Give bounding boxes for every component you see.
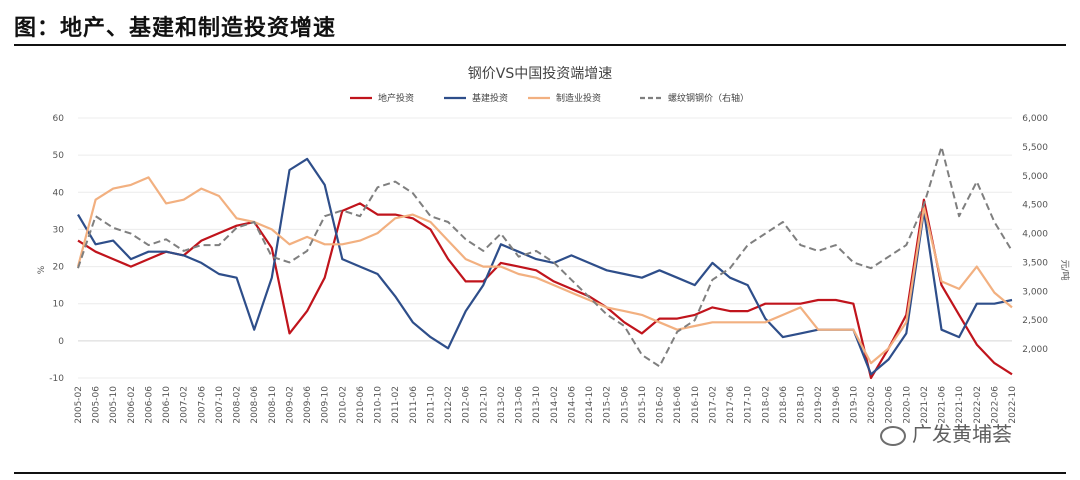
x-tick-label: 2005-02: [74, 386, 84, 424]
series-lines: [76, 145, 1013, 380]
x-tick-label: 2011-10: [426, 386, 436, 424]
x-tick-label: 2008-02: [233, 386, 243, 424]
x-tick-label: 2010-02: [338, 386, 348, 424]
y-left-tick-label: 0: [58, 337, 64, 347]
y-axis-right-label: 元/吨: [1059, 259, 1071, 280]
x-tick-label: 2009-02: [285, 386, 295, 424]
x-tick-label: 2018-02: [761, 386, 771, 424]
x-tick-label: 2013-02: [497, 386, 507, 424]
x-tick-label: 2021-02: [920, 386, 930, 424]
x-tick-label: 2010-06: [356, 386, 366, 424]
y-right-tick-label: 2,000: [1022, 345, 1048, 355]
x-tick-label: 2022-02: [973, 386, 983, 424]
x-tick-label: 2020-02: [867, 386, 877, 424]
series-line-3: [77, 145, 1013, 368]
legend-label: 螺纹钢钢价（右轴）: [668, 92, 749, 104]
x-tick-label: 2011-06: [409, 386, 419, 424]
x-tick-label: 2018-10: [797, 386, 807, 424]
y-left-tick-label: 10: [53, 300, 65, 310]
x-tick-label: 2013-06: [515, 386, 525, 424]
legend: 地产投资 基建投资 制造业投资 螺纹钢钢价（右轴）: [350, 92, 749, 104]
x-tick-label: 2014-06: [567, 386, 577, 424]
x-tick-label: 2010-10: [374, 386, 384, 424]
watermark-text: 广发黄埔荟: [912, 422, 1012, 446]
x-tick-label: 2019-02: [814, 386, 824, 424]
y-left-tick-label: 50: [53, 151, 65, 161]
legend-label: 制造业投资: [556, 92, 601, 104]
x-tick-label: 2011-02: [391, 386, 401, 424]
y-right-tick-label: 6,000: [1022, 114, 1048, 124]
x-tick-label: 2007-02: [180, 386, 190, 424]
y-right-tick-label: 3,500: [1022, 258, 1048, 268]
y-axis-left: -10 0 10 20 30 40 50 60: [49, 114, 64, 384]
x-tick-label: 2012-06: [462, 386, 472, 424]
y-left-tick-label: 30: [53, 225, 65, 235]
x-tick-label: 2020-06: [885, 386, 895, 424]
x-tick-label: 2009-06: [303, 386, 313, 424]
y-left-tick-label: 60: [53, 114, 65, 124]
x-tick-label: 2013-10: [532, 386, 542, 424]
y-right-tick-label: 3,000: [1022, 287, 1048, 297]
x-tick-label: 2008-10: [268, 386, 278, 424]
x-tick-label: 2016-02: [656, 386, 666, 424]
x-tick-label: 2012-10: [479, 386, 489, 424]
y-right-tick-label: 2,500: [1022, 316, 1048, 326]
series-line-0: [77, 198, 1013, 380]
y-right-tick-label: 4,000: [1022, 230, 1048, 240]
x-tick-label: 2019-10: [849, 386, 859, 424]
x-tick-label: 2006-02: [127, 386, 137, 424]
x-tick-label: 2019-06: [832, 386, 842, 424]
x-tick-label: 2022-10: [1008, 386, 1018, 424]
y-right-tick-label: 5,500: [1022, 143, 1048, 153]
top-rule: [14, 44, 1066, 46]
watermark: 广发黄埔荟: [880, 418, 1012, 447]
x-tick-label: 2012-02: [444, 386, 454, 424]
bottom-rule: [14, 472, 1066, 474]
legend-label: 地产投资: [378, 92, 414, 104]
wechat-icon: [880, 425, 906, 446]
x-tick-label: 2016-06: [673, 386, 683, 424]
x-tick-label: 2016-10: [691, 386, 701, 424]
x-tick-label: 2007-06: [197, 386, 207, 424]
y-right-tick-label: 4,500: [1022, 201, 1048, 211]
x-tick-label: 2006-10: [162, 386, 172, 424]
series-line-2: [76, 176, 1013, 365]
y-left-tick-label: -10: [49, 374, 64, 384]
y-right-tick-label: 5,000: [1022, 172, 1048, 182]
x-tick-label: 2015-06: [620, 386, 630, 424]
x-tick-label: 2015-10: [638, 386, 648, 424]
line-chart: 钢价VS中国投资端增速 地产投资 基建投资 制造业投资 螺纹钢钢价（右轴） -10 0 1…: [37, 66, 1071, 424]
x-tick-label: 2017-06: [726, 386, 736, 424]
x-tick-label: 2007-10: [215, 386, 225, 424]
x-tick-label: 2017-02: [708, 386, 718, 424]
chart-title: 钢价VS中国投资端增速: [468, 66, 612, 82]
x-tick-label: 2015-02: [603, 386, 613, 424]
x-tick-label: 2014-02: [550, 386, 560, 424]
x-tick-label: 2018-06: [779, 386, 789, 424]
x-tick-label: 2009-10: [321, 386, 331, 424]
y-left-tick-label: 40: [53, 188, 65, 198]
x-tick-label: 2005-06: [92, 386, 102, 424]
y-left-tick-label: 20: [53, 263, 65, 273]
y-axis-right: 2,000 2,500 3,000 3,500 4,000 4,500 5,000 5,500…: [1022, 114, 1048, 355]
x-tick-label: 2005-10: [109, 386, 119, 424]
x-tick-label: 2022-06: [990, 386, 1000, 424]
legend-label: 基建投资: [472, 92, 508, 104]
x-tick-label: 2017-10: [744, 386, 754, 424]
y-axis-left-label: %: [37, 265, 47, 274]
x-tick-label: 2014-10: [585, 386, 595, 424]
x-tick-label: 2006-06: [144, 386, 154, 424]
x-tick-label: 2008-06: [250, 386, 260, 424]
x-tick-label: 2021-10: [955, 386, 965, 424]
x-axis: 2005-02 2005-06 2005-10 2006-02 2006-06 2006-…: [74, 340, 1018, 424]
figure-title: 图：地产、基建和制造投资增速: [14, 15, 337, 41]
x-tick-label: 2020-10: [902, 386, 912, 424]
gridlines: [78, 117, 1012, 379]
x-tick-label: 2021-06: [938, 386, 948, 424]
